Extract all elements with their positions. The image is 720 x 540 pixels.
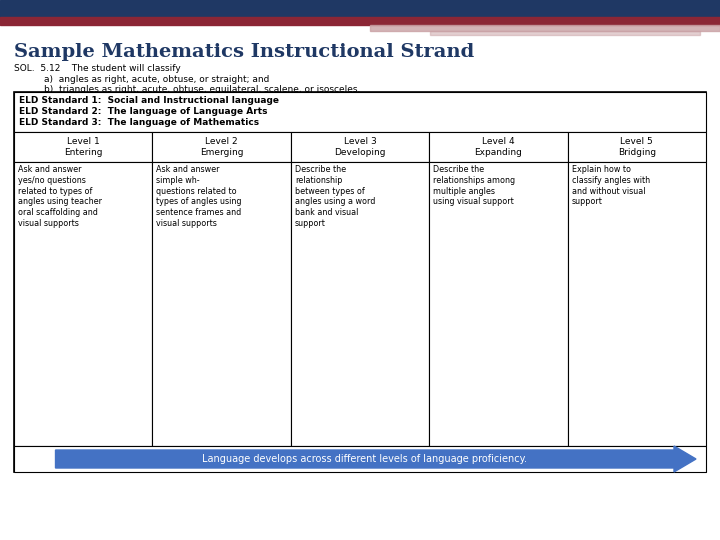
Text: Sample Mathematics Instructional Strand: Sample Mathematics Instructional Strand xyxy=(14,43,474,61)
Text: Level 1
Entering: Level 1 Entering xyxy=(64,137,102,157)
Text: Describe the
relationships among
multiple angles
using visual support: Describe the relationships among multipl… xyxy=(433,165,516,206)
Bar xyxy=(430,31,700,35)
Bar xyxy=(0,0,720,17)
Bar xyxy=(0,17,720,25)
Bar xyxy=(14,92,706,472)
Bar xyxy=(14,162,153,446)
Text: Language develops across different levels of language proficiency.: Language develops across different level… xyxy=(202,454,527,464)
Bar xyxy=(153,132,291,162)
Text: ELD Standard 3:  The language of Mathematics: ELD Standard 3: The language of Mathemat… xyxy=(19,118,259,127)
FancyArrow shape xyxy=(55,446,696,472)
Text: Ask and answer
yes/no questions
related to types of
angles using teacher
oral sc: Ask and answer yes/no questions related … xyxy=(18,165,102,228)
Text: Level 5
Bridging: Level 5 Bridging xyxy=(618,137,656,157)
Bar xyxy=(370,25,720,31)
Text: Ask and answer
simple wh-
questions related to
types of angles using
sentence fr: Ask and answer simple wh- questions rela… xyxy=(156,165,242,228)
Bar xyxy=(14,92,706,132)
Bar xyxy=(567,162,706,446)
Text: Describe the
relationship
between types of
angles using a word
bank and visual
s: Describe the relationship between types … xyxy=(294,165,375,228)
Text: a)  angles as right, acute, obtuse, or straight; and: a) angles as right, acute, obtuse, or st… xyxy=(44,75,269,84)
Bar xyxy=(291,162,429,446)
Bar xyxy=(14,132,153,162)
Bar xyxy=(14,446,706,472)
Bar xyxy=(153,162,291,446)
Text: SOL.  5.12    The student will classify: SOL. 5.12 The student will classify xyxy=(14,64,181,73)
Text: Level 4
Expanding: Level 4 Expanding xyxy=(474,137,522,157)
Bar xyxy=(291,132,429,162)
Text: ELD Standard 2:  The language of Language Arts: ELD Standard 2: The language of Language… xyxy=(19,107,268,116)
Bar xyxy=(567,132,706,162)
Text: Level 3
Developing: Level 3 Developing xyxy=(334,137,386,157)
Text: b)  triangles as right, acute, obtuse, equilateral, scalene, or isosceles.: b) triangles as right, acute, obtuse, eq… xyxy=(44,85,361,94)
Text: ELD Standard 1:  Social and Instructional language: ELD Standard 1: Social and Instructional… xyxy=(19,96,279,105)
Text: Explain how to
classify angles with
and without visual
support: Explain how to classify angles with and … xyxy=(572,165,649,206)
Bar xyxy=(429,162,567,446)
Text: Level 2
Emerging: Level 2 Emerging xyxy=(200,137,243,157)
Bar xyxy=(429,132,567,162)
